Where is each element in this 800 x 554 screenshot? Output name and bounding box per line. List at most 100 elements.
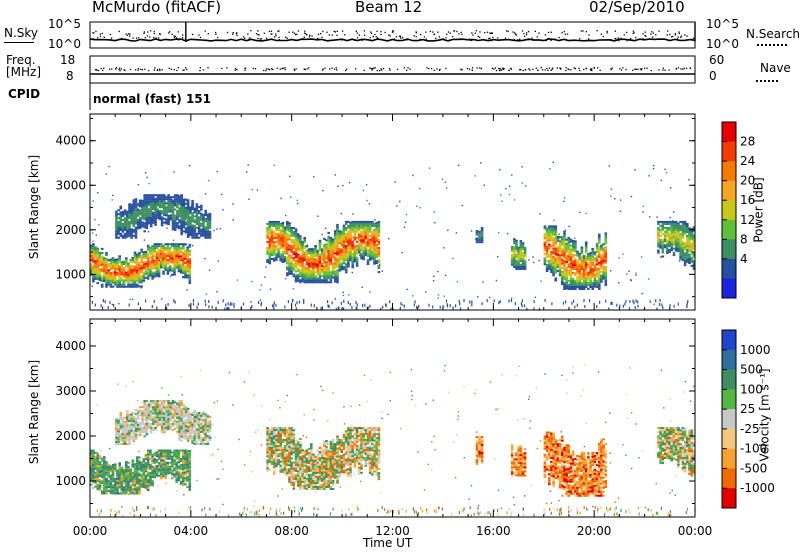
echo-cell	[105, 267, 108, 270]
echo-cell	[169, 202, 173, 205]
echo-cell	[353, 222, 357, 225]
echo-cell	[589, 266, 592, 269]
echo-cell	[175, 247, 178, 250]
echo-cell	[567, 251, 571, 254]
echo-cell	[208, 216, 212, 219]
noise-dot	[543, 509, 545, 511]
echo-cell	[294, 280, 298, 283]
echo-cell	[191, 206, 194, 209]
echo-cell	[578, 264, 581, 267]
clutter-mark	[596, 305, 598, 308]
echo-cell	[182, 259, 185, 262]
echo-cell	[602, 259, 605, 262]
echo-cell	[133, 257, 137, 260]
echo-cell	[160, 220, 164, 223]
echo-cell	[290, 230, 293, 233]
echo-cell	[358, 245, 361, 248]
clutter-mark	[625, 509, 627, 513]
echo-cell	[173, 257, 176, 260]
echo-cell	[160, 262, 163, 265]
noise-dot	[92, 240, 94, 242]
echo-cell	[294, 238, 298, 241]
echo-cell	[145, 208, 149, 211]
echo-cell	[146, 257, 150, 260]
echo-cell	[103, 273, 106, 276]
echo-cell	[334, 230, 337, 233]
echo-cell	[314, 261, 317, 264]
echo-cell	[288, 226, 291, 229]
noise-dot	[552, 161, 554, 163]
noise-search-dot	[370, 31, 372, 33]
echo-cell	[123, 227, 127, 229]
echo-cell	[584, 255, 588, 258]
noise-search-dot	[670, 36, 673, 38]
echo-cell	[204, 230, 207, 233]
echo-cell	[604, 232, 608, 235]
echo-cell	[94, 254, 97, 257]
echo-cell	[126, 233, 129, 236]
echo-cell	[661, 249, 665, 252]
noise-search-dot	[460, 31, 462, 33]
echo-cell	[89, 248, 93, 251]
noise-search-dot	[146, 35, 149, 37]
echo-cell	[657, 227, 660, 230]
clutter-mark	[110, 508, 112, 512]
clutter-mark	[600, 506, 602, 510]
clutter-mark	[625, 299, 627, 303]
echo-cell	[301, 264, 304, 267]
nave-dot	[144, 68, 146, 70]
noise-dot	[172, 199, 174, 201]
echo-cell	[151, 271, 154, 274]
echo-cell	[286, 232, 289, 235]
echo-cell	[334, 260, 337, 263]
noise-dot	[474, 175, 476, 177]
nave-dot	[271, 68, 273, 70]
noise-search-dot	[477, 35, 479, 37]
echo-cell	[305, 271, 309, 274]
noise-dot	[219, 227, 222, 230]
echo-cell	[154, 213, 157, 216]
echo-cell	[561, 270, 564, 273]
noise-dot	[669, 398, 671, 400]
echo-cell	[135, 273, 139, 276]
echo-cell	[323, 281, 326, 284]
echo-cell	[200, 222, 203, 225]
nave-dot	[494, 67, 496, 69]
noise-dot	[396, 205, 398, 207]
echo-cell	[149, 214, 153, 217]
echo-cell	[98, 260, 102, 263]
echo-cell	[674, 227, 678, 229]
echo-cell	[554, 257, 558, 260]
echo-cell	[600, 256, 603, 259]
echo-cell	[604, 234, 608, 237]
nave-dot	[498, 69, 501, 72]
noise-search-dot	[492, 36, 494, 39]
echo-cell	[151, 259, 154, 262]
echo-cell	[336, 237, 339, 240]
noise-dot	[568, 225, 570, 228]
echo-cell	[657, 235, 660, 238]
echo-cell	[310, 275, 313, 278]
echo-cell	[550, 267, 553, 269]
echo-cell	[149, 202, 153, 205]
noise-dot	[508, 193, 511, 196]
noise-search-dot	[320, 33, 322, 35]
clutter-mark	[669, 510, 671, 514]
nave-dot	[567, 68, 569, 70]
echo-cell	[184, 253, 187, 256]
echo-cell	[299, 245, 302, 248]
echo-cell	[591, 249, 594, 252]
echo-cell	[103, 275, 106, 278]
noise-search-dot	[582, 30, 584, 32]
noise-dot	[477, 504, 480, 507]
noise-dot	[610, 195, 612, 197]
echo-cell	[604, 250, 608, 253]
noise-search-dot	[331, 34, 333, 36]
noise-dot	[582, 388, 584, 391]
noise-dot	[673, 211, 675, 213]
echo-cell	[368, 226, 372, 229]
echo-cell	[517, 248, 520, 251]
echo-cell	[184, 266, 187, 269]
echo-cell	[177, 247, 181, 250]
echo-cell	[208, 230, 212, 233]
